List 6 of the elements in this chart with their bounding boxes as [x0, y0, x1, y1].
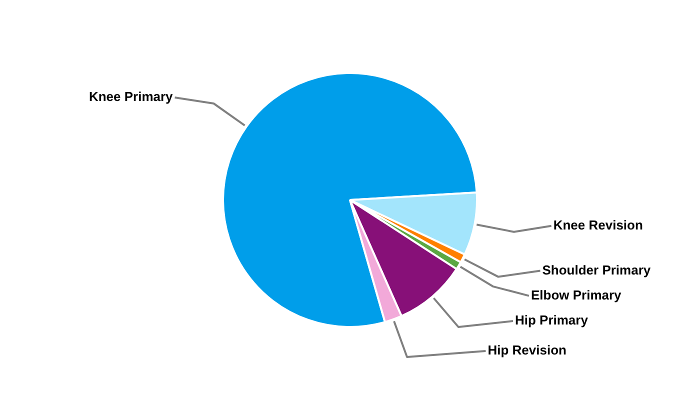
slice-label: Elbow Primary: [530, 287, 622, 302]
slice-label: Knee Revision: [553, 217, 643, 232]
slice-label: Hip Revision: [488, 342, 567, 358]
slice-label: Shoulder Primary: [542, 262, 652, 278]
slice-label: Knee Primary: [88, 89, 174, 104]
slice-label: Hip Primary: [514, 312, 589, 328]
